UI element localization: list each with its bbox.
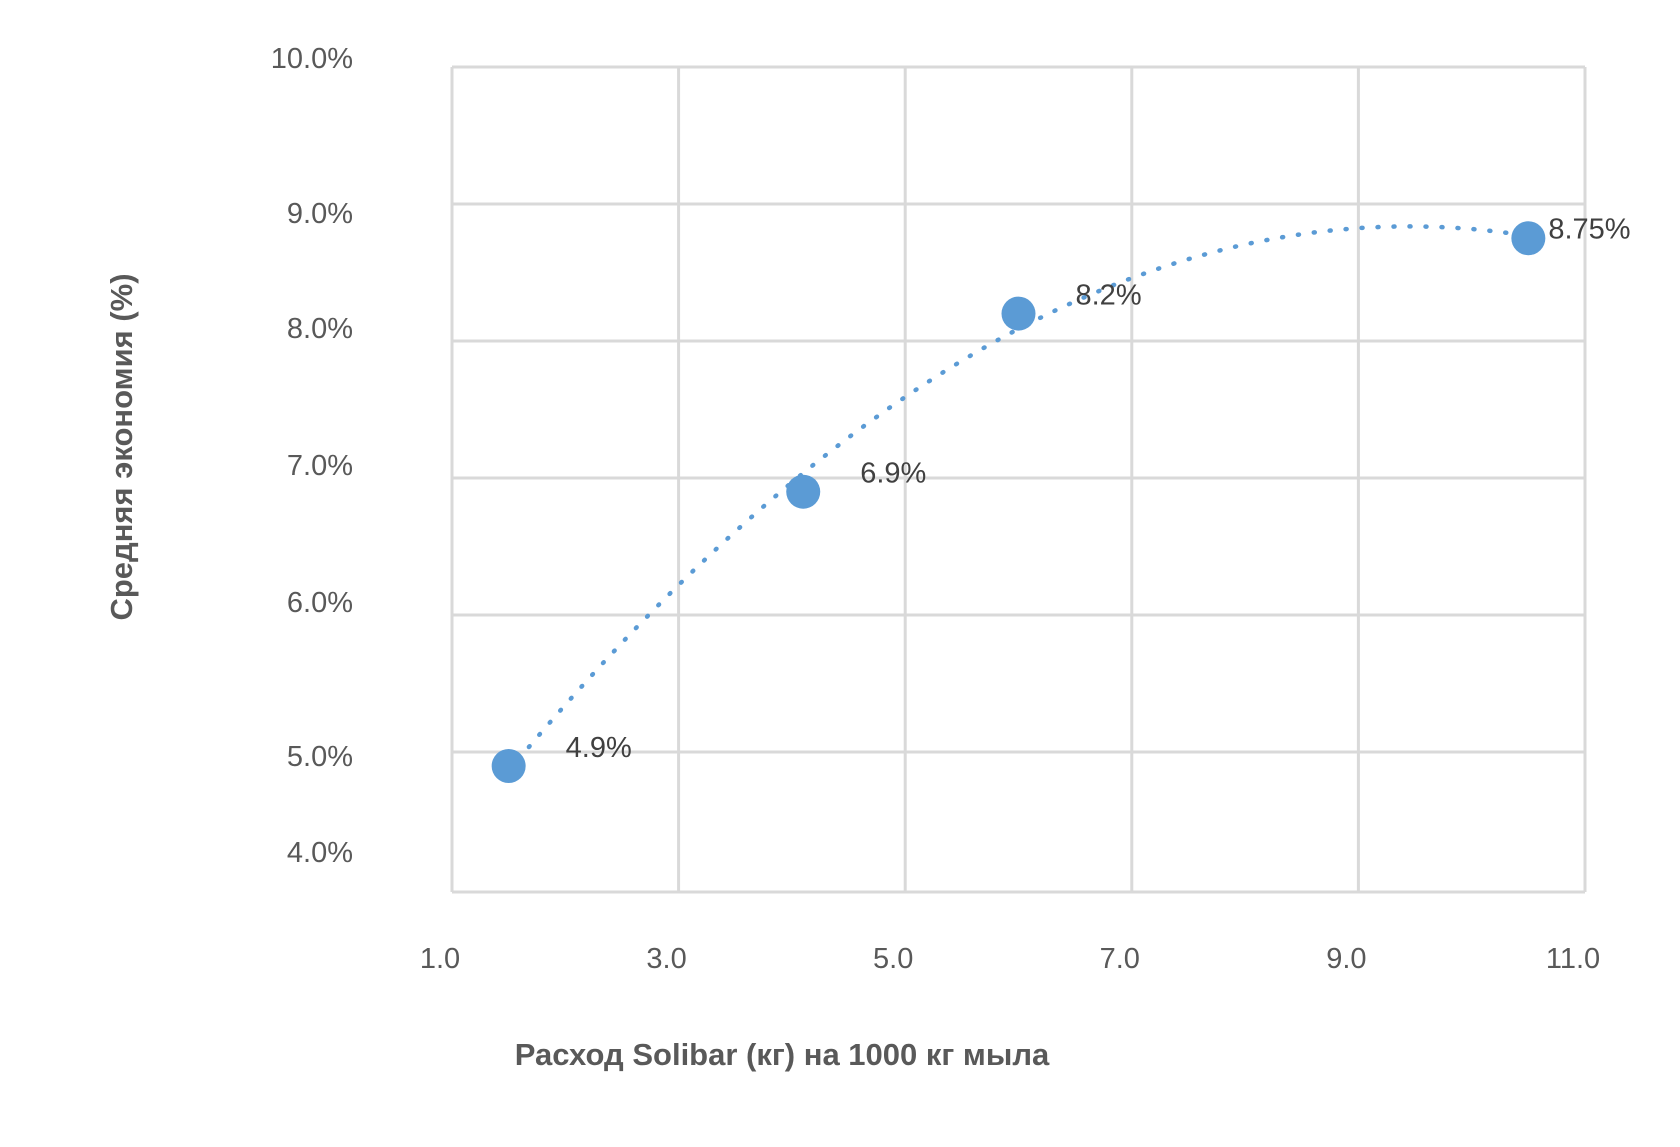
y-tick-label: 9.0%: [287, 198, 353, 230]
y-tick-label: 4.0%: [287, 837, 353, 869]
y-tick-label: 5.0%: [287, 741, 353, 773]
x-tick-label: 7.0: [1100, 943, 1140, 975]
x-tick-label: 9.0: [1326, 943, 1366, 975]
y-tick-label: 7.0%: [287, 450, 353, 482]
data-point: [1511, 221, 1546, 256]
data-label: 6.9%: [860, 458, 926, 490]
data-point: [1001, 296, 1036, 331]
x-tick-label: 5.0: [873, 943, 913, 975]
x-tick-label: 3.0: [646, 943, 686, 975]
data-points: [491, 221, 1546, 783]
x-axis-title: Расход Solibar (кг) на 1000 кг мыла: [515, 1037, 1050, 1072]
x-tick-labels: 1.0 3.0 5.0 7.0 9.0 11.0: [420, 943, 1600, 975]
data-labels: 4.9% 6.9% 8.2% 8.75%: [566, 213, 1631, 764]
x-tick-label: 1.0: [420, 943, 460, 975]
y-axis-title: Средняя экономия (%): [104, 273, 139, 620]
y-tick-labels: 10.0% 9.0% 8.0% 7.0% 6.0% 5.0% 4.0%: [271, 43, 353, 869]
y-tick-label: 8.0%: [287, 313, 353, 345]
y-tick-label: 10.0%: [271, 43, 353, 75]
data-point: [786, 474, 821, 509]
data-point: [491, 749, 526, 783]
data-label: 8.2%: [1076, 280, 1142, 312]
data-label: 4.9%: [566, 732, 632, 764]
x-tick-label: 11.0: [1546, 943, 1600, 975]
data-label: 8.75%: [1548, 213, 1630, 245]
horizontal-gridlines: [452, 65, 1585, 754]
y-tick-label: 6.0%: [287, 587, 353, 619]
